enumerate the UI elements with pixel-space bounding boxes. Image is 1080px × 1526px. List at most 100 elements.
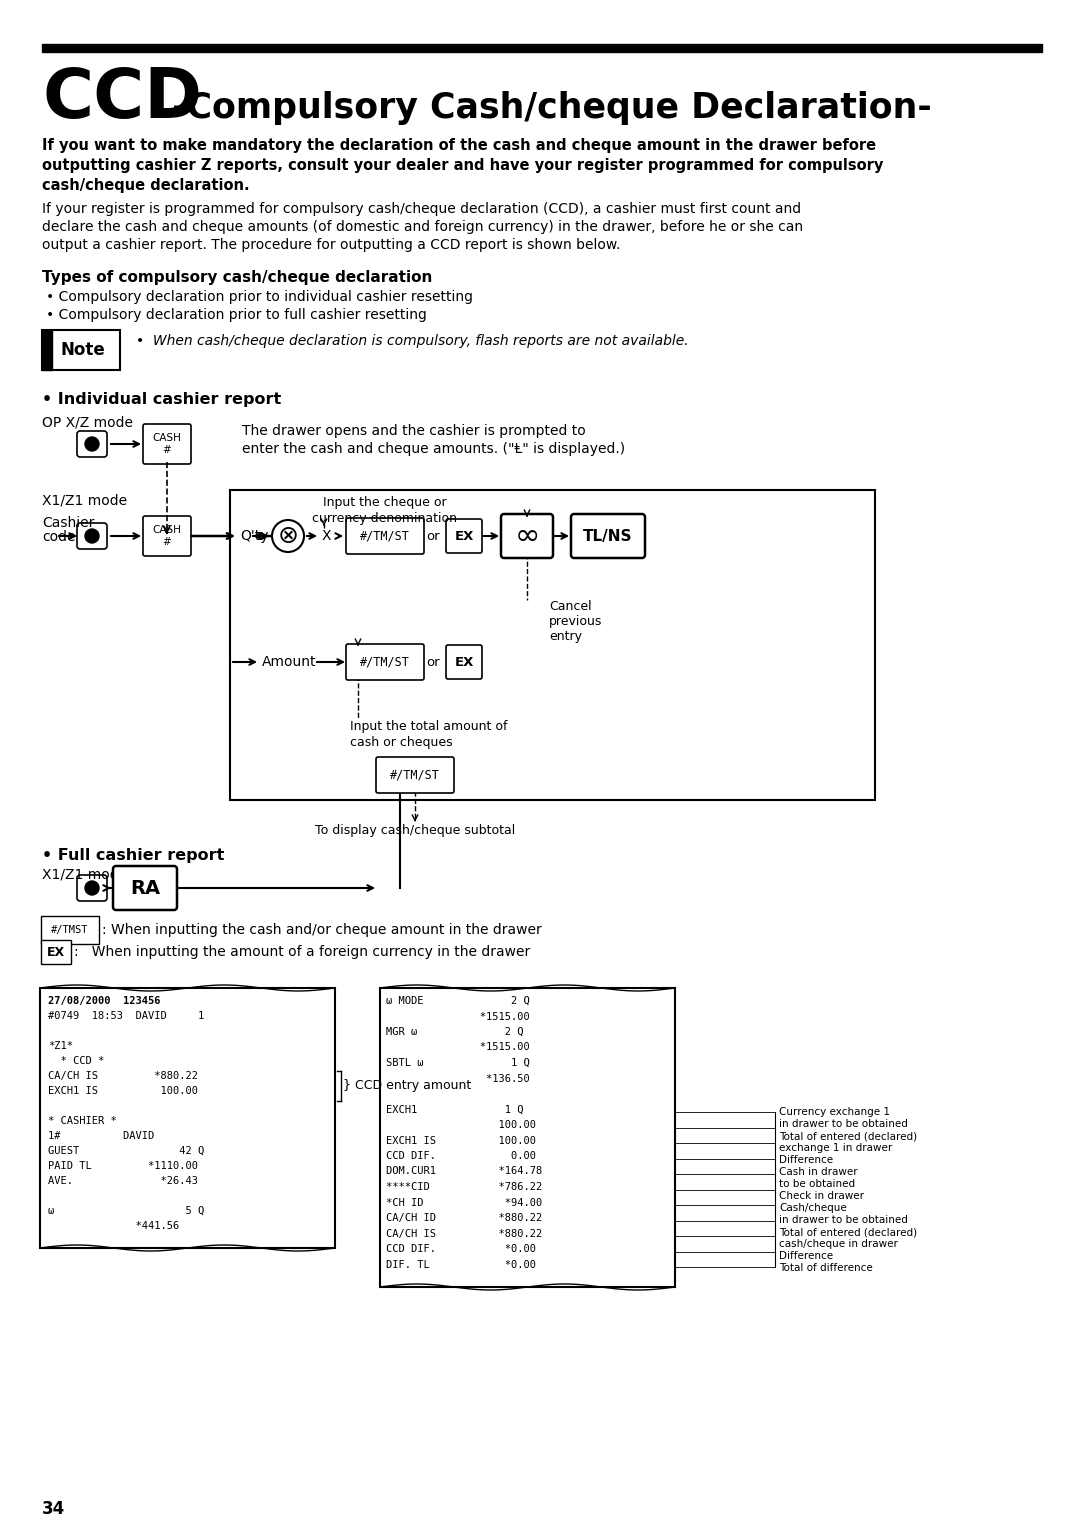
Bar [42, 330, 120, 369]
Text: 34: 34 [42, 1500, 65, 1518]
Text: exchange 1 in drawer: exchange 1 in drawer [779, 1143, 892, 1154]
FancyBboxPatch shape [346, 644, 424, 681]
Text: X1/Z1 mode: X1/Z1 mode [42, 867, 127, 881]
FancyBboxPatch shape [571, 514, 645, 559]
Text: AVE.              *26.43: AVE. *26.43 [48, 1177, 198, 1186]
Text: PAID TL         *1110.00: PAID TL *1110.00 [48, 1161, 198, 1170]
Text: SBTL ω              1 Q: SBTL ω 1 Q [386, 1058, 530, 1068]
Text: *1515.00: *1515.00 [386, 1042, 530, 1053]
Text: ⊗: ⊗ [278, 523, 298, 548]
FancyBboxPatch shape [446, 519, 482, 552]
Text: ∞: ∞ [514, 522, 540, 551]
Text: The drawer opens and the cashier is prompted to: The drawer opens and the cashier is prom… [242, 424, 585, 438]
Text: MGR ω              2 Q: MGR ω 2 Q [386, 1027, 524, 1038]
Text: CA/CH IS          *880.22: CA/CH IS *880.22 [386, 1228, 542, 1239]
Text: Currency exchange 1: Currency exchange 1 [779, 1108, 890, 1117]
Text: OP X/Z mode: OP X/Z mode [42, 417, 133, 430]
Text: Difference: Difference [779, 1155, 833, 1166]
Text: in drawer to be obtained: in drawer to be obtained [779, 1215, 908, 1225]
Text: Types of compulsory cash/cheque declaration: Types of compulsory cash/cheque declarat… [42, 270, 432, 285]
Text: output a cashier report. The procedure for outputting a CCD report is shown belo: output a cashier report. The procedure f… [42, 238, 620, 252]
FancyBboxPatch shape [41, 916, 99, 945]
Text: #/TM/ST: #/TM/ST [390, 769, 440, 781]
Text: * CASHIER *: * CASHIER * [48, 1116, 117, 1126]
Text: outputting cashier Z reports, consult your dealer and have your register program: outputting cashier Z reports, consult yo… [42, 159, 883, 172]
Text: cash/cheque in drawer: cash/cheque in drawer [779, 1239, 897, 1250]
Text: GUEST                42 Q: GUEST 42 Q [48, 1146, 204, 1157]
Text: Input the cheque or: Input the cheque or [323, 496, 447, 510]
Circle shape [85, 530, 99, 543]
Circle shape [272, 520, 303, 552]
Text: EXCH1              1 Q: EXCH1 1 Q [386, 1105, 524, 1114]
Bar [380, 987, 675, 1286]
Text: • Compulsory declaration prior to full cashier resetting: • Compulsory declaration prior to full c… [46, 308, 427, 322]
Text: #/TMST: #/TMST [51, 925, 89, 935]
Text: EX: EX [455, 656, 474, 668]
Text: DIF. TL            *0.00: DIF. TL *0.00 [386, 1259, 536, 1270]
Text: } CCD entry amount: } CCD entry amount [343, 1079, 471, 1093]
Text: EX: EX [46, 946, 65, 958]
Text: *441.56: *441.56 [48, 1221, 179, 1231]
Text: code: code [42, 530, 76, 543]
Text: •  When cash/cheque declaration is compulsory, flash reports are not available.: • When cash/cheque declaration is compul… [136, 334, 689, 348]
Text: 1#          DAVID: 1# DAVID [48, 1131, 154, 1141]
Text: cash/cheque declaration.: cash/cheque declaration. [42, 179, 249, 192]
Text: RA: RA [130, 879, 160, 897]
Text: ω                     5 Q: ω 5 Q [48, 1206, 204, 1216]
Text: #/TM/ST: #/TM/ST [360, 530, 410, 543]
Text: -Compulsory Cash/cheque Declaration-: -Compulsory Cash/cheque Declaration- [160, 92, 932, 125]
Text: CASH
#: CASH # [152, 525, 181, 546]
Text: X: X [322, 530, 332, 543]
FancyBboxPatch shape [77, 430, 107, 456]
Text: Cash/cheque: Cash/cheque [779, 1202, 847, 1213]
Text: EXCH1 IS          100.00: EXCH1 IS 100.00 [386, 1135, 536, 1146]
Circle shape [85, 436, 99, 452]
Text: EXCH1 IS          100.00: EXCH1 IS 100.00 [48, 1087, 198, 1096]
Text: *136.50: *136.50 [386, 1073, 530, 1083]
Text: Total of entered (declared): Total of entered (declared) [779, 1131, 917, 1141]
Text: ****CID           *786.22: ****CID *786.22 [386, 1183, 542, 1192]
Text: DOM.CUR1          *164.78: DOM.CUR1 *164.78 [386, 1166, 542, 1177]
Text: 100.00: 100.00 [386, 1120, 536, 1129]
Text: currency denomination: currency denomination [312, 513, 458, 525]
FancyBboxPatch shape [143, 516, 191, 555]
Text: Note: Note [60, 340, 106, 359]
FancyBboxPatch shape [77, 523, 107, 549]
Text: *CH ID             *94.00: *CH ID *94.00 [386, 1198, 542, 1207]
Text: X1/Z1 mode: X1/Z1 mode [42, 494, 127, 508]
Bar [40, 987, 335, 1248]
Text: cash or cheques: cash or cheques [350, 736, 453, 749]
FancyBboxPatch shape [77, 874, 107, 900]
Text: CCD DIF.            0.00: CCD DIF. 0.00 [386, 1151, 536, 1161]
FancyBboxPatch shape [41, 940, 71, 964]
Text: Cashier: Cashier [42, 516, 94, 530]
Text: enter the cash and cheque amounts. ("Ⱡ" is displayed.): enter the cash and cheque amounts. ("Ⱡ" … [242, 443, 625, 456]
Text: Total of difference: Total of difference [779, 1264, 873, 1273]
Bar [42, 330, 52, 369]
Text: *1515.00: *1515.00 [386, 1012, 530, 1021]
FancyBboxPatch shape [501, 514, 553, 559]
Text: EX: EX [455, 530, 474, 543]
FancyBboxPatch shape [143, 424, 191, 464]
Text: ω MODE              2 Q: ω MODE 2 Q [386, 996, 530, 1006]
FancyBboxPatch shape [113, 865, 177, 909]
Text: 27/08/2000  123456: 27/08/2000 123456 [48, 996, 161, 1006]
Text: CA/CH IS         *880.22: CA/CH IS *880.22 [48, 1071, 198, 1080]
Text: in drawer to be obtained: in drawer to be obtained [779, 1119, 908, 1129]
Text: Check in drawer: Check in drawer [779, 1192, 864, 1201]
Text: CCD: CCD [42, 66, 202, 133]
Circle shape [85, 881, 99, 896]
Bar [230, 490, 875, 800]
FancyBboxPatch shape [446, 645, 482, 679]
Text: TL/NS: TL/NS [583, 528, 633, 543]
FancyBboxPatch shape [346, 517, 424, 554]
FancyBboxPatch shape [376, 757, 454, 794]
Text: * CCD *: * CCD * [48, 1056, 105, 1067]
Text: Q'ty: Q'ty [240, 530, 269, 543]
Text: #/TM/ST: #/TM/ST [360, 656, 410, 668]
Text: Total of entered (declared): Total of entered (declared) [779, 1227, 917, 1238]
Text: Input the total amount of: Input the total amount of [350, 720, 508, 732]
Text: :   When inputting the amount of a foreign currency in the drawer: : When inputting the amount of a foreign… [75, 945, 530, 958]
Text: • Individual cashier report: • Individual cashier report [42, 392, 281, 407]
Text: Amount: Amount [262, 655, 316, 668]
